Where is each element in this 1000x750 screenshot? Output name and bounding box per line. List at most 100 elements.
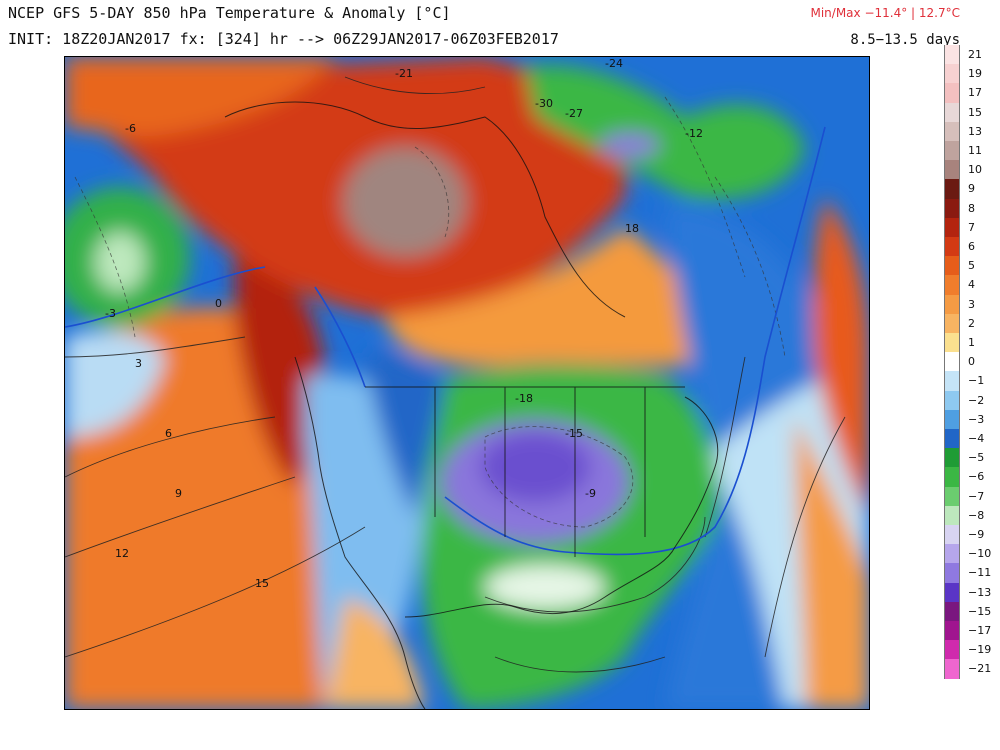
color-scale-label: −10 bbox=[968, 547, 992, 561]
color-scale-swatch bbox=[944, 582, 960, 603]
color-scale-swatch bbox=[944, 294, 960, 315]
color-scale-label: 21 bbox=[968, 48, 982, 61]
contour-value-label: 6 bbox=[165, 427, 172, 440]
pacific-light-green bbox=[95, 232, 145, 292]
westcoast-red-region bbox=[235, 257, 325, 487]
color-scale-label: 0 bbox=[968, 355, 975, 369]
color-scale-swatch bbox=[944, 333, 960, 353]
pacific-light-region bbox=[65, 331, 165, 437]
color-scale-label: 2 bbox=[968, 316, 975, 330]
contour-value-label: -3 bbox=[105, 307, 116, 320]
color-scale-label: −3 bbox=[968, 412, 985, 426]
color-scale-swatch bbox=[944, 217, 960, 238]
color-scale-swatch bbox=[944, 448, 960, 468]
color-scale-swatch bbox=[944, 409, 960, 430]
gulf-light-region bbox=[485, 565, 605, 609]
anomaly-dashed-line bbox=[664, 96, 746, 278]
contour-value-label: -21 bbox=[395, 67, 413, 80]
color-scale-label: −7 bbox=[968, 489, 985, 503]
west-blue-band bbox=[365, 353, 445, 517]
atlantic-warm-region bbox=[813, 197, 869, 517]
contour-line bbox=[65, 476, 296, 558]
zero-contour-line bbox=[314, 286, 366, 388]
anomaly-dashed-line bbox=[74, 176, 136, 338]
color-scale-swatch bbox=[944, 544, 960, 564]
color-scale-swatch bbox=[944, 275, 960, 296]
coastline bbox=[294, 356, 426, 709]
color-scale-swatch bbox=[944, 313, 960, 334]
temperature-anomaly-map: -21 -24 -30 -27 -12 -6 -3 0 3 6 9 12 15 18 -18 -15 -9 bbox=[64, 56, 870, 710]
forecast-range-label: 8.5−13.5 days bbox=[850, 32, 960, 48]
color-scale-label: −17 bbox=[968, 624, 992, 637]
color-scale-label: −9 bbox=[968, 528, 985, 541]
color-scale-label: 17 bbox=[968, 86, 982, 100]
contour-line bbox=[704, 356, 746, 538]
color-scale-label: 7 bbox=[968, 220, 975, 234]
color-scale-swatch bbox=[944, 525, 960, 545]
contour-value-label: 9 bbox=[175, 487, 182, 500]
contour-line bbox=[494, 656, 666, 673]
color-scale-swatch bbox=[944, 64, 960, 84]
color-scale-swatch bbox=[944, 45, 960, 65]
color-scale-label: −2 bbox=[968, 393, 985, 407]
color-scale-label: −6 bbox=[968, 470, 985, 484]
color-scale-swatch bbox=[944, 141, 960, 161]
contour-value-label: 15 bbox=[255, 577, 269, 590]
north-orange-region bbox=[65, 57, 335, 137]
contour-value-label: -6 bbox=[125, 122, 136, 135]
color-scale-label: −19 bbox=[968, 643, 992, 657]
atlantic-orange-band bbox=[795, 417, 869, 709]
contour-line bbox=[344, 76, 486, 94]
anomaly-dashed-line bbox=[714, 176, 786, 358]
color-scale-label: 6 bbox=[968, 240, 975, 253]
central-us-deep-purple bbox=[480, 432, 590, 502]
color-scale-label: 9 bbox=[968, 182, 975, 196]
color-scale-swatch bbox=[944, 390, 960, 411]
color-scale-label: −4 bbox=[968, 432, 985, 445]
coastline bbox=[404, 546, 676, 618]
canada-orange-region bbox=[385, 227, 725, 367]
color-scale-swatch bbox=[944, 467, 960, 488]
color-scale-swatch bbox=[944, 601, 960, 622]
min-max-label: Min/Max −11.4° | 12.7°C bbox=[810, 6, 960, 20]
color-scale-swatch bbox=[944, 256, 960, 276]
contour-line bbox=[65, 336, 246, 358]
contour-value-label: -27 bbox=[565, 107, 583, 120]
contour-value-label: -30 bbox=[535, 97, 553, 110]
color-scale-swatch bbox=[944, 198, 960, 219]
contour-value-label: -15 bbox=[565, 427, 583, 440]
contour-value-label: -12 bbox=[685, 127, 703, 140]
contour-value-label: 0 bbox=[215, 297, 222, 310]
color-scale-label: 19 bbox=[968, 67, 982, 81]
color-scale-swatch bbox=[944, 237, 960, 257]
color-scale-label: −21 bbox=[968, 662, 992, 676]
color-scale-swatch bbox=[944, 640, 960, 660]
color-scale-label: 3 bbox=[968, 297, 975, 311]
color-scale-label: 11 bbox=[968, 144, 982, 157]
color-scale-swatch bbox=[944, 121, 960, 142]
init-time-label: INIT: 18Z20JAN2017 fx: [324] hr --> 06Z2… bbox=[8, 30, 559, 48]
contour-value-label: 3 bbox=[135, 357, 142, 370]
color-scale-swatch bbox=[944, 83, 960, 104]
color-scale-swatch bbox=[944, 371, 960, 392]
greenland-purple-core bbox=[600, 133, 660, 157]
color-scale-swatch bbox=[944, 505, 960, 526]
map-title: NCEP GFS 5-DAY 850 hPa Temperature & Ano… bbox=[8, 4, 451, 22]
coastline bbox=[224, 101, 626, 318]
color-scale-label: 4 bbox=[968, 278, 975, 292]
color-scale-swatch bbox=[944, 160, 960, 180]
color-scale-label: −1 bbox=[968, 374, 985, 388]
color-scale-label: −13 bbox=[968, 585, 992, 599]
contour-line bbox=[65, 416, 276, 478]
color-scale-swatch bbox=[944, 621, 960, 641]
mexico-orange-region bbox=[325, 597, 425, 709]
color-scale-label: −11 bbox=[968, 566, 992, 580]
color-scale-swatch bbox=[944, 179, 960, 200]
color-scale-swatch bbox=[944, 659, 960, 680]
contour-value-label: -9 bbox=[585, 487, 596, 500]
color-scale-label: −5 bbox=[968, 451, 985, 465]
color-scale-label: 13 bbox=[968, 124, 982, 138]
color-scale-label: 1 bbox=[968, 336, 975, 349]
color-scale-label: −15 bbox=[968, 604, 992, 618]
contour-value-label: -24 bbox=[605, 57, 623, 70]
